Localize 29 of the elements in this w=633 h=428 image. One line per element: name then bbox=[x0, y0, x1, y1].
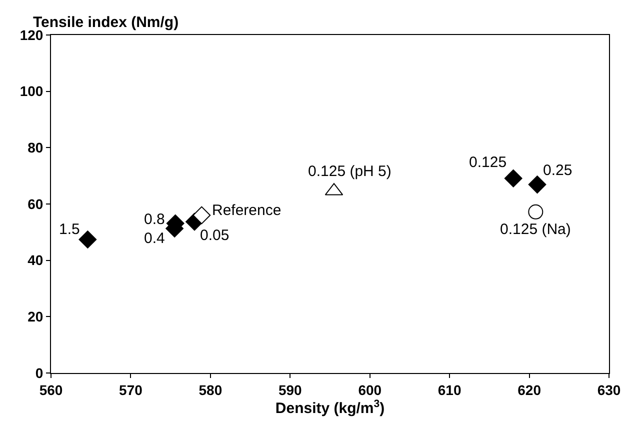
x-tick-label: 590 bbox=[278, 382, 302, 398]
x-tick-label: 600 bbox=[358, 382, 382, 398]
annotation: 0.25 bbox=[543, 162, 572, 179]
point bbox=[528, 176, 546, 194]
annotation: 0.125 (pH 5) bbox=[308, 163, 392, 180]
x-tick-label: 570 bbox=[119, 382, 143, 398]
annotation: 0.8 bbox=[144, 211, 165, 228]
y-tick-label: 100 bbox=[20, 83, 44, 100]
annotation: 0.125 bbox=[469, 154, 507, 171]
annotation: 0.05 bbox=[200, 227, 230, 244]
y-tick-label: 20 bbox=[28, 308, 44, 325]
x-tick-label: 580 bbox=[198, 382, 222, 398]
point bbox=[78, 230, 97, 248]
x-tick-label: 630 bbox=[597, 382, 621, 398]
y-tick-label: 60 bbox=[28, 196, 44, 212]
y-tick-label: 80 bbox=[28, 140, 44, 156]
annotation: 0.4 bbox=[144, 230, 165, 247]
point bbox=[528, 204, 544, 220]
point bbox=[504, 169, 522, 188]
x-axis-title: Density (kg/m$^{3}$) bbox=[275, 398, 385, 418]
annotation: Reference bbox=[212, 202, 282, 219]
x-tick-label: 610 bbox=[438, 382, 462, 398]
x-tick-label: 560 bbox=[39, 382, 63, 398]
annotation: 0.125 (Na) bbox=[500, 221, 571, 238]
y-tick-label: 0 bbox=[35, 364, 44, 381]
point bbox=[192, 206, 211, 224]
annotation: 1.5 bbox=[59, 221, 80, 238]
x-tick-label: 620 bbox=[518, 382, 542, 398]
y-tick-label: 40 bbox=[28, 252, 44, 268]
